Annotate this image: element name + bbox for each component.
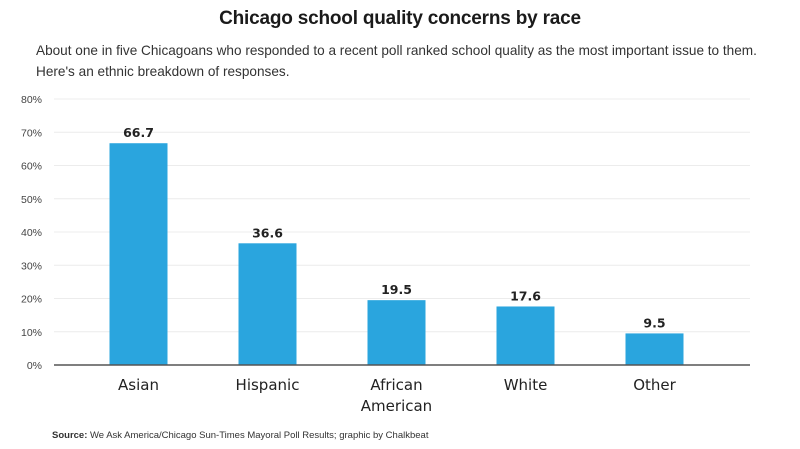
chart-title: Chicago school quality concerns by race [219,8,581,29]
y-tick-label: 80% [21,94,42,106]
x-tick-label: Asian [118,376,159,394]
bar [496,306,555,365]
bar [238,243,297,365]
data-label: 66.7 [123,125,154,140]
x-tick-label: American [361,397,432,415]
data-label: 17.6 [510,288,541,303]
y-tick-label: 10% [21,327,42,339]
bar [109,143,168,365]
data-label: 9.5 [643,315,665,330]
bar [625,333,684,365]
x-tick-label: Hispanic [236,376,300,394]
bars [109,143,684,365]
x-axis: Asian Hispanic African American White Other [54,364,750,415]
y-tick-label: 0% [27,360,42,372]
data-labels: 66.7 36.6 19.5 17.6 9.5 [123,125,666,330]
y-tick-label: 30% [21,260,42,272]
bar [367,300,426,365]
data-label: 36.6 [252,225,283,240]
y-axis: 0% 10% 20% 30% 40% 50% 60% 70% 80% [21,94,42,372]
x-tick-label: African [370,376,422,394]
source-label: Source: [52,430,88,441]
source-text: We Ask America/Chicago Sun-Times Mayoral… [87,430,429,441]
y-tick-label: 60% [21,161,42,173]
x-tick-label: White [504,376,548,394]
x-tick-label: Other [633,376,676,394]
y-tick-label: 20% [21,294,42,306]
y-tick-label: 50% [21,194,42,206]
source-note: Source: We Ask America/Chicago Sun-Times… [52,430,428,441]
y-tick-label: 70% [21,127,42,139]
chart-subtitle: About one in five Chicagoans who respond… [36,43,757,79]
y-tick-label: 40% [21,227,42,239]
data-label: 19.5 [381,282,412,297]
